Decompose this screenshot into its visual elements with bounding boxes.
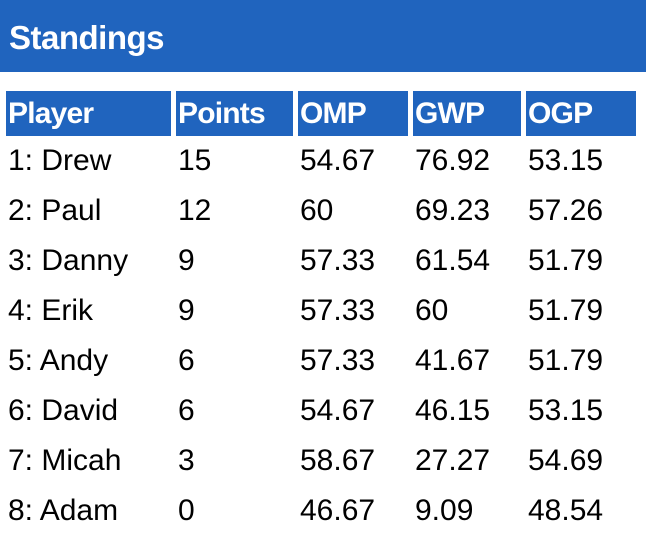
table-row: 7: Micah 3 58.67 27.27 54.69 <box>6 436 636 486</box>
cell-gwp: 61.54 <box>415 244 491 277</box>
cell-player: 5: Andy <box>8 344 109 377</box>
cell-ogp: 57.26 <box>528 194 604 227</box>
cell-gwp: 27.27 <box>415 444 491 477</box>
cell-points: 9 <box>178 244 195 277</box>
cell-omp: 46.67 <box>300 494 376 527</box>
cell-player: 4: Erik <box>8 294 94 327</box>
column-header-gwp: GWP <box>413 91 521 136</box>
cell-player: 6: David <box>8 394 119 427</box>
cell-ogp: 53.15 <box>528 394 604 427</box>
cell-player: 3: Danny <box>8 244 129 277</box>
cell-gwp: 69.23 <box>415 194 491 227</box>
cell-omp: 58.67 <box>300 444 376 477</box>
column-header-omp: OMP <box>298 91 408 136</box>
cell-gwp: 9.09 <box>415 494 474 527</box>
cell-gwp: 41.67 <box>415 344 491 377</box>
table-header-row: Player Points OMP GWP OGP <box>6 91 636 136</box>
title-bar: Standings <box>0 0 646 72</box>
cell-gwp: 60 <box>415 294 449 327</box>
cell-player: 1: Drew <box>8 144 112 177</box>
table-row: 2: Paul 12 60 69.23 57.26 <box>6 186 636 236</box>
cell-ogp: 51.79 <box>528 244 604 277</box>
cell-omp: 57.33 <box>300 294 376 327</box>
cell-omp: 57.33 <box>300 244 376 277</box>
cell-player: 8: Adam <box>8 494 119 527</box>
column-header-player: Player <box>6 91 171 136</box>
cell-omp: 57.33 <box>300 344 376 377</box>
cell-ogp: 51.79 <box>528 344 604 377</box>
cell-points: 6 <box>178 344 195 377</box>
table-row: 3: Danny 9 57.33 61.54 51.79 <box>6 236 636 286</box>
cell-gwp: 46.15 <box>415 394 491 427</box>
table-row: 5: Andy 6 57.33 41.67 51.79 <box>6 336 636 386</box>
table-row: 8: Adam 0 46.67 9.09 48.54 <box>6 486 636 536</box>
cell-points: 9 <box>178 294 195 327</box>
page-title: Standings <box>9 19 165 56</box>
cell-points: 6 <box>178 394 195 427</box>
cell-omp: 54.67 <box>300 394 376 427</box>
column-header-points: Points <box>176 91 293 136</box>
table-row: 1: Drew 15 54.67 76.92 53.15 <box>6 136 636 186</box>
cell-points: 15 <box>178 144 212 177</box>
cell-gwp: 76.92 <box>415 144 491 177</box>
cell-player: 7: Micah <box>8 444 122 477</box>
cell-points: 0 <box>178 494 195 527</box>
cell-ogp: 48.54 <box>528 494 604 527</box>
cell-ogp: 53.15 <box>528 144 604 177</box>
cell-omp: 54.67 <box>300 144 376 177</box>
cell-player: 2: Paul <box>8 194 102 227</box>
cell-ogp: 54.69 <box>528 444 604 477</box>
cell-ogp: 51.79 <box>528 294 604 327</box>
table-row: 4: Erik 9 57.33 60 51.79 <box>6 286 636 336</box>
table-row: 6: David 6 54.67 46.15 53.15 <box>6 386 636 436</box>
cell-points: 3 <box>178 444 195 477</box>
standings-table: Player Points OMP GWP OGP 1: Drew 15 54.… <box>1 91 641 536</box>
cell-omp: 60 <box>300 194 334 227</box>
column-header-ogp: OGP <box>526 91 636 136</box>
cell-points: 12 <box>178 194 212 227</box>
